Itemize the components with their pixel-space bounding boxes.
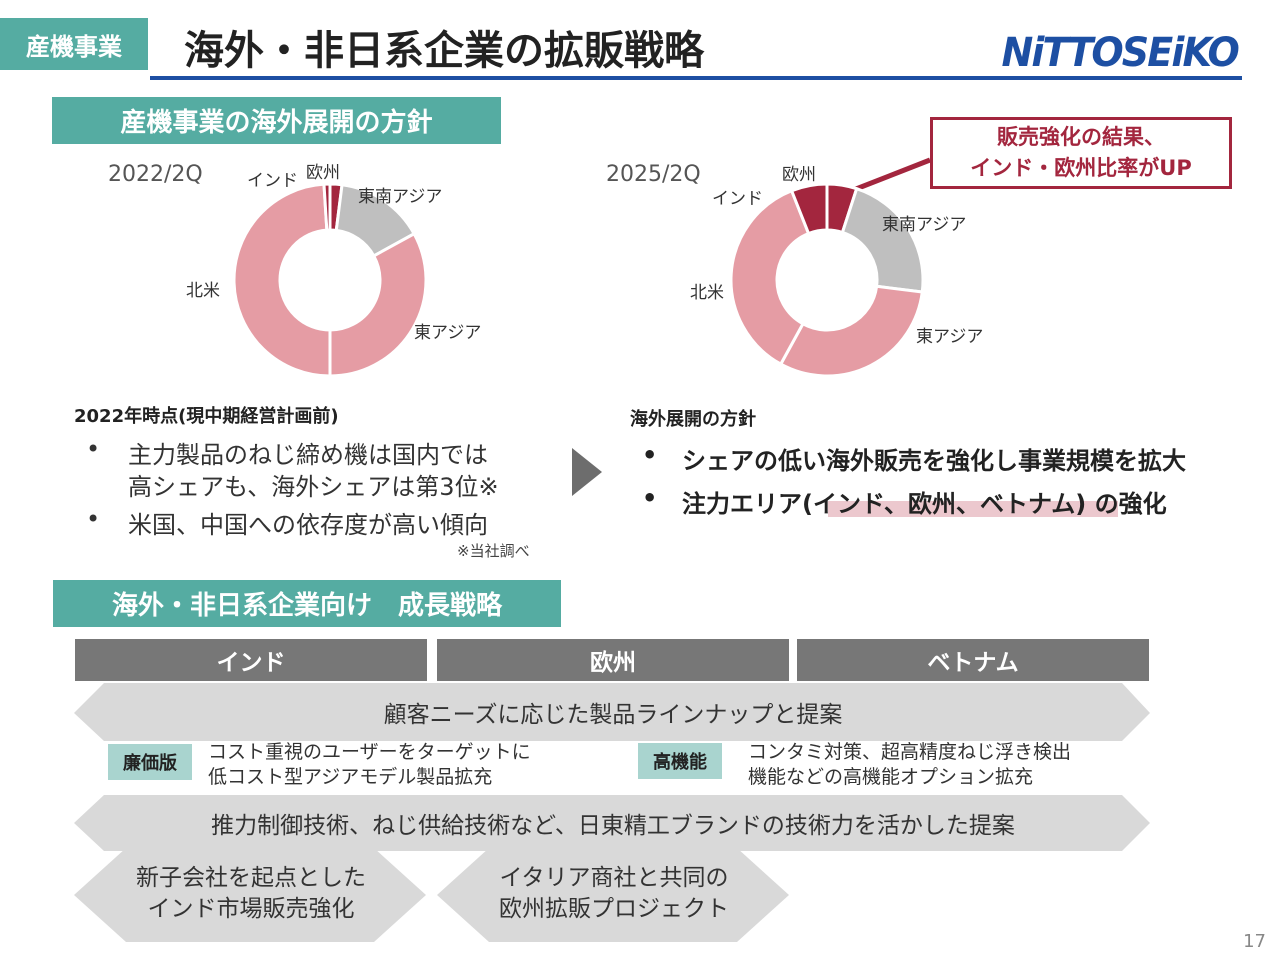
double-arrow-2-text: 推力制御技術、ねじ供給技術など、日東精工ブランドの技術力を活かした提案	[211, 813, 1015, 839]
callout-line-2: インド・欧州比率がUP	[970, 156, 1192, 180]
section-heading-overseas-policy: 産機事業の海外展開の方針	[52, 97, 501, 144]
badge-high-function-desc-line-1: コンタミ対策、超高精度ねじ浮き検出	[748, 741, 1072, 763]
donut-2025-label-se-asia: 東南アジア	[882, 215, 967, 235]
donut-slice-5	[789, 182, 829, 236]
transition-arrow-icon	[572, 448, 602, 496]
hex-arrow-india-text: 新子会社を起点とした インド市場販売強化	[74, 846, 428, 942]
donut-2025-label-na: 北米	[690, 283, 724, 303]
badge-low-cost: 廉価版	[108, 744, 192, 780]
column-header-india: インド	[75, 639, 427, 681]
section-heading-growth-strategy: 海外・非日系企業向け 成長戦略	[53, 580, 561, 627]
donut-2022-title: 2022/2Q	[108, 162, 203, 187]
section-tag: 産機事業	[0, 18, 148, 70]
badge-low-cost-desc: コスト重視のユーザーをターゲットに 低コスト型アジアモデル製品拡充	[208, 740, 531, 790]
left-bullet-2: •	[86, 505, 101, 533]
company-logo: NiTTOSEiKO	[1001, 30, 1239, 76]
source-note: ※当社調べ	[457, 542, 530, 560]
donut-2022-label-east-asia: 東アジア	[414, 323, 482, 343]
left-bullet-1-line-2: 高シェアも、海外シェアは第3位※	[128, 473, 499, 501]
donut-2022-label-se-asia: 東南アジア	[358, 187, 443, 207]
hex-arrow-europe-text: イタリア商社と共同の 欧州拡販プロジェクト	[437, 846, 791, 942]
callout-line-1: 販売強化の結果、	[997, 125, 1165, 149]
left-bullet-1: •	[86, 435, 101, 463]
double-arrow-1-text: 顧客ニーズに応じた製品ラインナップと提案	[383, 702, 843, 728]
hex-arrow-india	[74, 848, 426, 942]
highlight-marker	[828, 501, 1118, 517]
donut-2025-label-europe: 欧州	[782, 165, 816, 185]
badge-low-cost-desc-line-2: 低コスト型アジアモデル製品拡充	[208, 766, 493, 788]
header-rule	[150, 76, 1242, 80]
hex-arrow-europe-line-2: 欧州拡販プロジェクト	[499, 896, 729, 922]
donut-2022-label-europe: 欧州	[306, 163, 340, 183]
right-bullet-1: •	[642, 441, 658, 469]
donut-2025-label-india: インド	[712, 189, 763, 209]
left-bullet-1-line-1: 主力製品のねじ締め機は国内では	[128, 441, 488, 469]
page-title: 海外・非日系企業の拡販戦略	[184, 28, 704, 74]
double-arrow-2	[74, 795, 1150, 851]
right-bullet-1-text: シェアの低い海外販売を強化し事業規模を拡大	[682, 447, 1186, 475]
donut-2025-label-east-asia: 東アジア	[916, 327, 984, 347]
donut-slice-4	[729, 188, 811, 367]
donut-slice-5	[322, 182, 332, 232]
hex-arrow-india-line-2: インド市場販売強化	[147, 896, 355, 922]
badge-high-function-desc: コンタミ対策、超高精度ねじ浮き検出 機能などの高機能オプション拡充	[748, 740, 1071, 790]
left-block-title: 2022年時点(現中期経営計画前)	[74, 406, 339, 427]
right-bullet-2: •	[642, 484, 658, 512]
donut-2022-label-na: 北米	[186, 281, 220, 301]
hex-arrow-india-line-1: 新子会社を起点とした	[136, 865, 366, 891]
right-block-title: 海外展開の方針	[630, 409, 756, 430]
hex-arrow-europe	[437, 848, 789, 942]
donut-chart-2025	[729, 182, 925, 378]
badge-low-cost-desc-line-1: コスト重視のユーザーをターゲットに	[208, 741, 531, 763]
page-number: 17	[1243, 931, 1266, 952]
donut-2025-title: 2025/2Q	[606, 162, 701, 187]
donut-slice-4	[232, 182, 332, 378]
left-bullet-2-text: 米国、中国への依存度が高い傾向	[128, 511, 488, 539]
donut-slice-3	[778, 284, 924, 378]
column-header-vietnam: ベトナム	[797, 639, 1149, 681]
badge-high-function: 高機能	[638, 743, 722, 779]
callout-box: 販売強化の結果、 インド・欧州比率がUP	[930, 117, 1232, 189]
donut-slice-2	[840, 186, 925, 294]
donut-slice-3	[328, 231, 428, 378]
right-bullet-2-text: 注力エリア(インド、欧州、ベトナム) の強化	[682, 490, 1167, 518]
donut-chart-2022	[232, 182, 428, 378]
badge-high-function-desc-line-2: 機能などの高機能オプション拡充	[748, 766, 1034, 788]
hex-arrow-europe-line-1: イタリア商社と共同の	[499, 865, 729, 891]
double-arrow-1	[74, 683, 1150, 741]
column-header-europe: 欧州	[437, 639, 789, 681]
donut-2022-label-india: インド	[247, 171, 298, 191]
